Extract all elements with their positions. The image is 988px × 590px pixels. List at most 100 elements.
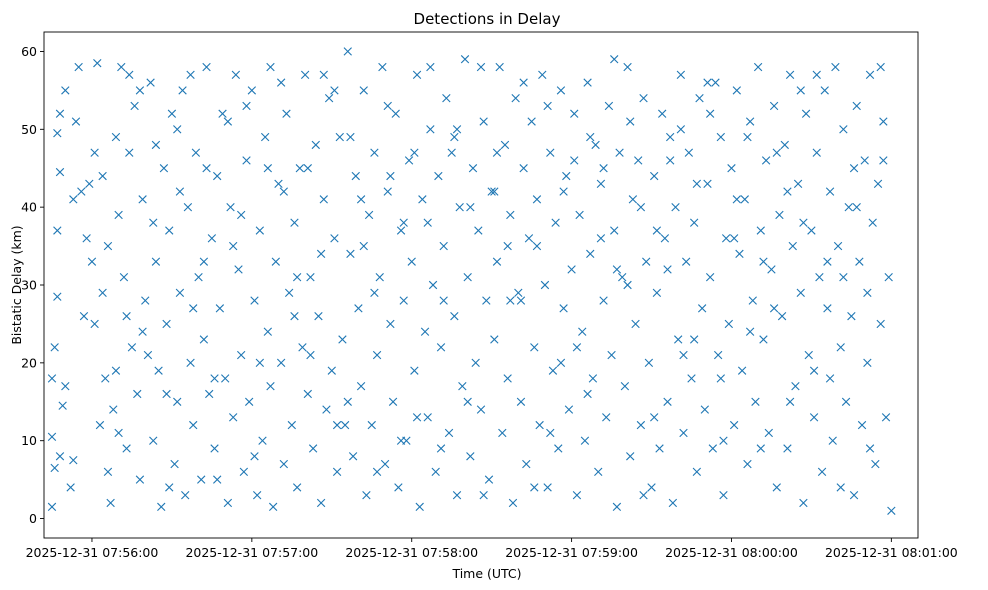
data-point bbox=[189, 304, 198, 313]
data-point bbox=[292, 483, 302, 492]
data-point bbox=[149, 436, 158, 445]
data-point bbox=[199, 335, 209, 344]
x-tick-label: 2025-12-31 07:56:00 bbox=[26, 545, 159, 560]
data-point bbox=[679, 428, 688, 438]
data-point bbox=[868, 218, 877, 227]
data-point bbox=[263, 327, 273, 336]
data-point bbox=[610, 226, 619, 235]
data-point bbox=[410, 148, 419, 157]
data-point bbox=[785, 70, 795, 80]
data-point bbox=[679, 350, 688, 360]
data-point bbox=[511, 93, 520, 103]
data-point bbox=[796, 86, 805, 95]
data-point bbox=[135, 475, 145, 484]
data-point bbox=[583, 78, 592, 87]
data-point bbox=[455, 202, 464, 212]
data-point bbox=[836, 343, 845, 352]
data-point bbox=[879, 117, 888, 126]
data-point bbox=[737, 366, 747, 375]
data-point bbox=[165, 226, 174, 235]
data-point bbox=[799, 498, 808, 508]
data-point bbox=[213, 171, 222, 181]
data-point bbox=[255, 358, 265, 368]
data-point bbox=[308, 444, 318, 453]
data-point bbox=[831, 62, 840, 72]
data-point bbox=[106, 498, 115, 508]
data-point bbox=[167, 109, 177, 118]
data-point bbox=[650, 171, 659, 181]
data-point bbox=[367, 420, 376, 430]
data-point bbox=[229, 413, 238, 422]
data-point bbox=[311, 140, 320, 150]
data-point bbox=[492, 148, 502, 157]
data-point bbox=[162, 389, 171, 399]
data-point bbox=[703, 78, 712, 87]
data-point bbox=[852, 202, 861, 212]
data-point bbox=[705, 273, 715, 282]
data-point bbox=[189, 420, 198, 430]
data-point bbox=[95, 420, 105, 430]
data-point bbox=[666, 132, 675, 142]
data-point bbox=[250, 452, 259, 461]
data-point bbox=[788, 241, 797, 251]
data-point bbox=[623, 62, 632, 72]
data-point bbox=[53, 292, 62, 301]
data-point bbox=[881, 413, 891, 422]
data-point bbox=[825, 187, 835, 196]
data-point bbox=[732, 86, 741, 95]
data-point bbox=[578, 327, 587, 336]
data-point bbox=[332, 467, 342, 477]
data-point bbox=[460, 55, 470, 64]
data-point bbox=[474, 226, 483, 235]
data-point bbox=[284, 288, 294, 297]
data-point bbox=[594, 467, 603, 477]
data-point bbox=[165, 483, 174, 492]
data-point bbox=[130, 101, 139, 111]
data-point bbox=[575, 210, 584, 220]
data-point bbox=[689, 335, 699, 344]
data-point bbox=[772, 148, 781, 157]
data-point bbox=[607, 350, 616, 360]
data-point bbox=[463, 397, 472, 406]
data-point bbox=[785, 397, 795, 406]
data-point bbox=[420, 327, 430, 336]
data-point bbox=[271, 257, 281, 266]
data-point bbox=[796, 288, 805, 297]
data-point bbox=[636, 202, 646, 212]
data-point bbox=[769, 304, 779, 313]
data-point bbox=[332, 420, 342, 430]
data-point bbox=[865, 70, 875, 80]
data-point bbox=[863, 358, 872, 368]
data-point bbox=[570, 156, 579, 165]
data-point bbox=[330, 234, 339, 243]
data-point bbox=[90, 319, 99, 329]
data-point bbox=[330, 86, 339, 95]
data-point bbox=[135, 86, 145, 95]
data-point bbox=[154, 366, 163, 375]
data-point bbox=[199, 257, 209, 266]
data-point bbox=[255, 226, 265, 235]
data-point bbox=[756, 226, 765, 235]
y-tick-label: 20 bbox=[21, 355, 37, 370]
data-point bbox=[439, 241, 448, 251]
data-point bbox=[844, 202, 853, 212]
data-point bbox=[519, 164, 528, 173]
data-point bbox=[540, 280, 550, 290]
data-point bbox=[471, 358, 480, 368]
data-point bbox=[564, 405, 574, 414]
data-point bbox=[820, 86, 829, 95]
data-point bbox=[370, 288, 379, 297]
data-point bbox=[689, 218, 699, 227]
data-point bbox=[530, 483, 539, 492]
data-point bbox=[98, 288, 107, 297]
x-tick-label: 2025-12-31 08:01:00 bbox=[825, 545, 958, 560]
data-point bbox=[644, 358, 654, 368]
data-point bbox=[343, 47, 352, 56]
data-point bbox=[58, 401, 67, 410]
y-tick-label: 40 bbox=[21, 200, 37, 215]
data-point bbox=[364, 210, 374, 220]
data-point bbox=[303, 164, 312, 173]
data-point bbox=[676, 125, 686, 134]
data-point bbox=[652, 288, 662, 297]
